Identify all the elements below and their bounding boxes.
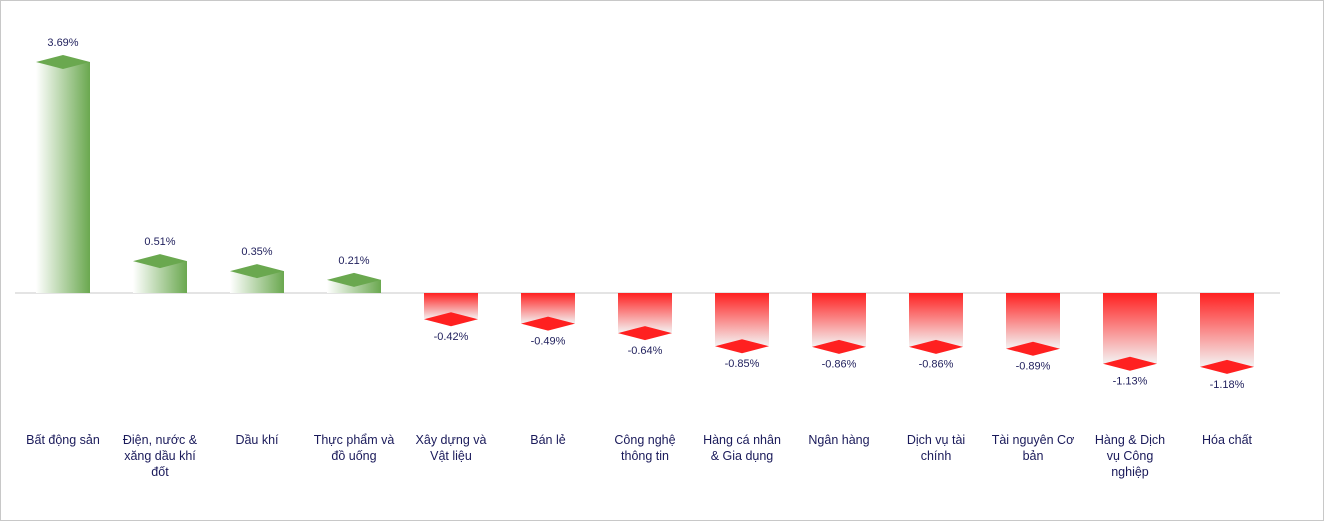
bar-cap — [230, 264, 284, 279]
value-label: -0.89% — [1016, 361, 1051, 373]
x-tick-label: Bán lẻ — [530, 433, 566, 447]
bar — [909, 293, 963, 347]
bar-cap — [1103, 356, 1157, 371]
bar-cap — [909, 339, 963, 354]
value-label: -0.86% — [822, 359, 857, 371]
x-tick-label: Hàng & Dịch vụ Công nghiệp — [1094, 433, 1166, 479]
x-tick-label: Thực phẩm và đồ uống — [313, 433, 395, 463]
value-label: -1.13% — [1113, 376, 1148, 388]
bar-cap — [36, 55, 90, 69]
x-tick-label: Bất động sản — [26, 433, 100, 447]
x-tick-label: Hóa chất — [1201, 433, 1253, 447]
bar — [1006, 293, 1060, 349]
bar — [1200, 293, 1254, 367]
bar-cap — [715, 339, 769, 354]
bar-cap — [812, 339, 866, 354]
x-tick-label: Xây dựng và Vật liệu — [415, 433, 487, 463]
bar-cap — [133, 254, 187, 269]
bar — [812, 293, 866, 347]
bar-cap — [1006, 341, 1060, 356]
x-tick-label: Dịch vụ tài chính — [906, 433, 966, 463]
x-tick-label: Công nghệ thông tin — [614, 433, 676, 463]
x-tick-label: Dầu khí — [235, 433, 279, 447]
value-label: 0.21% — [338, 255, 369, 267]
value-label: 0.35% — [241, 246, 272, 258]
bar — [715, 293, 769, 347]
value-label: -0.85% — [725, 358, 760, 370]
bar — [1103, 293, 1157, 364]
value-label: -0.42% — [434, 331, 469, 343]
x-tick-label: Ngân hàng — [808, 433, 870, 447]
bar-cap — [424, 312, 478, 327]
value-label: -1.18% — [1210, 379, 1245, 391]
bar-cap — [327, 272, 381, 287]
bar — [230, 271, 284, 293]
bar-cap — [521, 316, 575, 331]
value-label: -0.49% — [531, 336, 566, 348]
value-label: -0.64% — [628, 345, 663, 357]
bar — [36, 62, 90, 293]
value-label: 0.51% — [144, 236, 175, 248]
value-label: 3.69% — [47, 37, 78, 49]
bar-cap — [618, 326, 672, 341]
bar-cap — [1200, 359, 1254, 374]
value-label: -0.86% — [919, 359, 954, 371]
x-tick-label: Hàng cá nhân & Gia dụng — [703, 433, 781, 463]
x-tick-label: Điện, nước & xăng dầu khí đốt — [122, 433, 198, 479]
x-tick-label: Tài nguyên Cơ bản — [991, 433, 1075, 463]
